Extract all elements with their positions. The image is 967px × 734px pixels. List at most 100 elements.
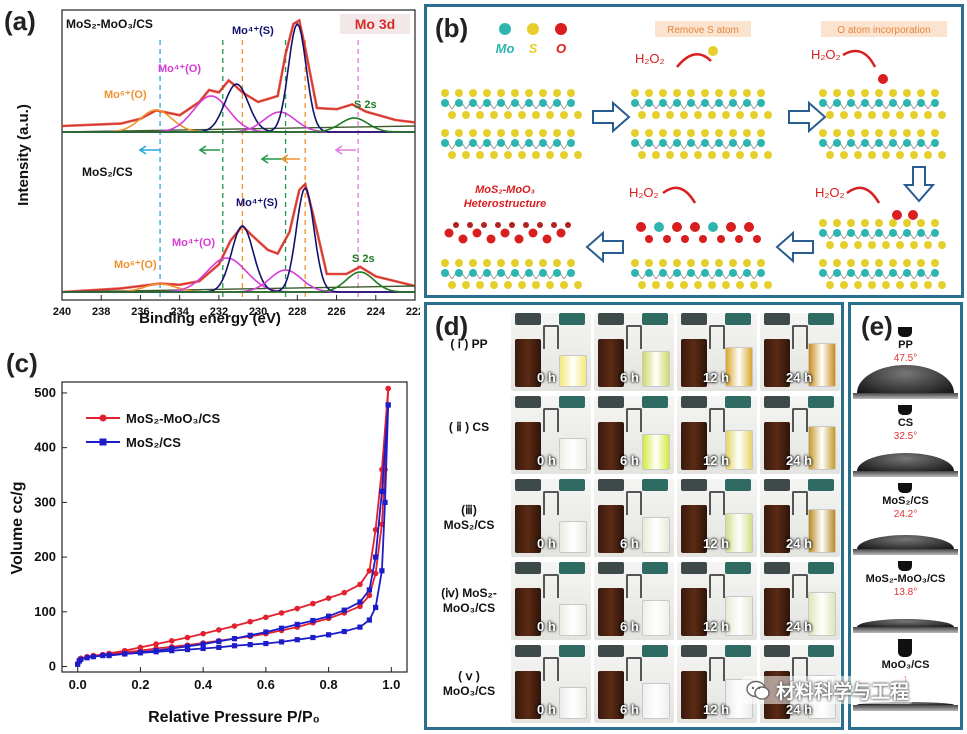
lattice-s-atom [553, 129, 561, 137]
time-label: 6 h [620, 619, 639, 634]
permeate-vial [642, 517, 670, 553]
lattice-s-atom [722, 151, 730, 159]
bet-xtick-label: 0.2 [131, 677, 149, 692]
lattice-s-atom [546, 281, 554, 289]
permeate-vial [559, 604, 587, 636]
membrane-holder [709, 408, 725, 432]
lattice-mo-atom [889, 99, 897, 107]
membrane-holder [792, 408, 808, 432]
contact-angle-value: 24.2° [893, 509, 918, 520]
membrane-holder [792, 574, 808, 598]
vial-cap [598, 562, 624, 574]
xps-xtick-label: 228 [288, 306, 306, 318]
permeate-vial [642, 351, 670, 387]
time-label: 24 h [786, 370, 813, 385]
lattice-o-atom [717, 235, 725, 243]
lattice-s-atom [896, 281, 904, 289]
contact-angle-item: PP 47.5° [851, 327, 960, 403]
lattice-s-atom [910, 281, 918, 289]
lattice-mo-atom [645, 269, 653, 277]
lattice-mo-atom [743, 99, 751, 107]
lattice-s-atom [854, 281, 862, 289]
lattice-mo-atom [441, 269, 449, 277]
lattice-s-atom [750, 151, 758, 159]
vial-cap [515, 313, 541, 325]
lattice-s-atom [652, 151, 660, 159]
step2-bg [821, 21, 947, 37]
bet-point [372, 526, 379, 533]
membrane-surface [853, 393, 958, 399]
legend-mo-atom [499, 23, 511, 35]
dye-vial [764, 422, 790, 470]
lattice-o-atom [486, 234, 496, 244]
vial-photo: 0 h [511, 479, 591, 557]
vial-cap [681, 396, 707, 408]
lattice-s-atom [931, 89, 939, 97]
lattice-s-atom [476, 281, 484, 289]
lattice-s-atom [518, 151, 526, 159]
lattice-s-atom [441, 89, 449, 97]
hetero-label-1: MoS₂-MoO₃ [475, 184, 535, 196]
lattice-mo-atom [889, 139, 897, 147]
bet-point [278, 625, 285, 631]
vial-cap [725, 645, 751, 657]
bet-ytick-label: 0 [49, 659, 56, 674]
lattice-mo-atom [645, 99, 653, 107]
xps-sample-top: MoS₂-MoO₃/CS [66, 17, 153, 31]
lattice-s-atom [938, 281, 946, 289]
legend-s-label: S [529, 41, 538, 56]
xps-xtick-label: 240 [53, 306, 71, 318]
lattice-mo-atom [729, 139, 737, 147]
bet-point [137, 649, 144, 655]
vial-row-label-line2: MoO₃/CS [442, 601, 496, 615]
lattice-o-atom [681, 235, 689, 243]
lattice-s-atom [736, 281, 744, 289]
lattice-s-atom [819, 219, 827, 227]
h2o2-label-3: H₂O₂ [629, 185, 659, 200]
lattice-s-atom [441, 259, 449, 267]
lattice-mo-atom [497, 269, 505, 277]
vial-cap [515, 645, 541, 657]
lattice-s-atom [645, 259, 653, 267]
lattice-mo-atom [917, 269, 925, 277]
membrane-holder [709, 325, 725, 349]
lattice-s-atom [833, 219, 841, 227]
bet-point [106, 652, 112, 659]
vial-photo: 6 h [594, 479, 674, 557]
dye-vial [598, 422, 624, 470]
lattice-s-atom [701, 129, 709, 137]
bet-point [373, 554, 379, 560]
lattice-mo-atom [483, 269, 491, 277]
lattice-mo-atom [687, 139, 695, 147]
lattice-s-atom [729, 259, 737, 267]
lattice-s-atom [708, 111, 716, 119]
xps-xtick-label: 238 [92, 306, 110, 318]
lattice-s-atom [764, 151, 772, 159]
vial-cap [642, 645, 668, 657]
lattice-o-atom [699, 235, 707, 243]
vial-photo: 24 h [760, 313, 840, 391]
lattice-s-atom [525, 89, 533, 97]
lattice-s-atom [854, 241, 862, 249]
lattice-s-atom [532, 111, 540, 119]
lattice-s-atom [847, 89, 855, 97]
bet-point [341, 589, 348, 596]
lattice-s-atom [924, 241, 932, 249]
lattice-s-atom [462, 111, 470, 119]
xps-plot-frame [61, 9, 416, 301]
lattice-mo-atom [673, 269, 681, 277]
bet-point [341, 628, 347, 635]
lattice-s-atom [673, 259, 681, 267]
lattice-mo-atom [567, 99, 575, 107]
lattice-s-atom [673, 89, 681, 97]
lattice-s-atom [666, 111, 674, 119]
step2-label: O atom incorporation [837, 25, 930, 36]
membrane-holder [709, 657, 725, 681]
lattice-s-atom [455, 129, 463, 137]
membrane-holder [543, 408, 559, 432]
xps-ann-mo4o-bot: Mo⁴⁺(O) [172, 237, 215, 249]
lattice-s-atom [525, 129, 533, 137]
lattice-mo-atom [553, 139, 561, 147]
lattice-mo-atom [455, 99, 463, 107]
lattice-s-atom [931, 219, 939, 227]
